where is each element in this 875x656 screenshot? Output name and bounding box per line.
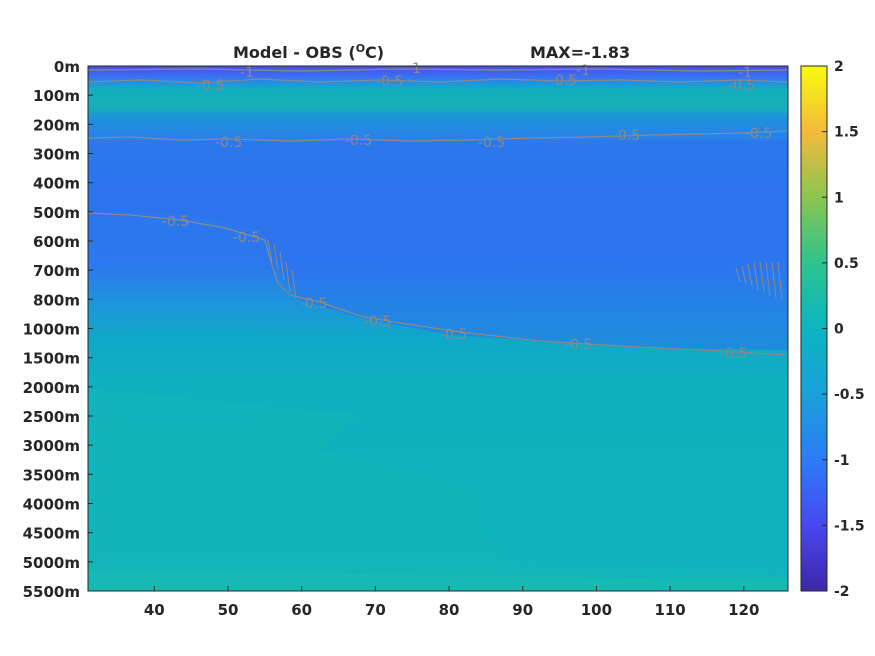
contour-label: -0.5 [440,327,467,343]
y-tick-label: 5500m [23,583,80,601]
contour-label: -0.5 [720,346,747,362]
x-tick-label: 70 [365,601,386,619]
colorbar-tick-label: 2 [834,59,844,75]
y-tick-label: 2500m [23,408,80,426]
contour-line-300m [87,130,789,142]
y-tick-label: 400m [33,175,80,193]
y-tick-label: 500m [33,204,80,222]
contour-label: -1 [576,63,590,79]
y-tick-label: 3000m [23,437,80,455]
y-tick-label: 800m [33,291,80,309]
x-tick-label: 80 [439,601,460,619]
y-tick-label: 4000m [23,496,80,514]
contour-label: -0.5 [197,78,224,94]
colorbar-ticks: 2 1.5 1 0.5 0 -0.5 -1 -1.5 -2 [822,59,865,600]
contour-label: -0.5 [613,128,640,144]
contour-label: -1 [738,65,752,81]
colorbar: 2 1.5 1 0.5 0 -0.5 -1 -1.5 -2 [800,59,865,600]
chart-title: Model - OBS (OC) [233,42,384,62]
heatmap-region-deep-blue [88,140,788,350]
contour-label: -0.5 [300,296,327,312]
y-tick-label: 3500m [23,466,80,484]
contour-label: -0.5 [345,133,372,149]
x-tick-label: 120 [728,601,759,619]
contour-label: -0.5 [550,73,577,89]
contour-label: -0.5 [728,78,755,94]
chart-annotation-max: MAX=-1.83 [530,43,630,62]
y-tick-label: 2000m [23,379,80,397]
colorbar-tick-label: -2 [834,584,850,600]
contour-line-sloping [87,212,789,356]
colorbar-tick-label: 1.5 [834,125,859,141]
contour-wiggle-right [735,261,783,301]
contour-label: -1 [240,65,254,81]
y-axis: 0m 100m 200m 300m 400m 500m 600m 700m 800m 1000m 1… [23,58,93,601]
contour-wiggle-left [267,239,297,299]
plot-area: -0.5 -0.5 -0.5 -0.5 -1 -1 -1 -1 -0.5 -0.… [87,61,789,592]
contour-label: -0.5 [376,74,403,90]
contour-label: -0.5 [215,135,242,151]
x-tick-label: 90 [512,601,533,619]
contour-label: -0.5 [233,230,260,246]
y-tick-label: 4500m [23,525,80,543]
contour-label: -0.5 [478,135,505,151]
colorbar-tick-label: 0.5 [834,256,859,272]
x-tick-label: 60 [291,601,312,619]
contour-label: -0.5 [565,337,592,353]
y-tick-label: 5000m [23,554,80,572]
colorbar-tick-label: -0.5 [834,387,865,403]
colorbar-tick-label: 0 [834,322,844,338]
y-tick-label: 1500m [23,350,80,368]
x-tick-label: 100 [581,601,612,619]
x-tick-label: 40 [144,601,165,619]
contour-label: -0.5 [162,214,189,230]
heatmap-region-bottom [88,570,788,591]
x-tick-label: 110 [654,601,685,619]
y-tick-label: 600m [33,233,80,251]
y-tick-label: 1000m [23,321,80,339]
title-degree: O [356,42,365,55]
contour-line-upper [87,78,789,84]
y-tick-label: 200m [33,116,80,134]
colorbar-tick-label: -1 [834,453,850,469]
contour-labels: -0.5 -0.5 -0.5 -0.5 -1 -1 -1 -1 -0.5 -0.… [162,61,772,362]
y-tick-label: 0m [54,58,80,76]
x-tick-label: 50 [218,601,239,619]
contour-label: -0.5 [745,126,772,142]
y-tick-label: 100m [33,87,80,105]
y-tick-label: 700m [33,262,80,280]
contour-label: -0.5 [364,314,391,330]
colorbar-tick-label: 1 [834,190,844,206]
heatmap-region-deep-wedge [88,388,788,591]
x-axis: 40 50 60 70 80 90 100 110 120 [144,586,759,619]
contour-label: -1 [407,61,421,77]
heatmap-band-100m [88,88,788,112]
colorbar-tick-label: -1.5 [834,518,865,534]
contour-line-surface [87,68,789,72]
y-tick-label: 300m [33,146,80,164]
